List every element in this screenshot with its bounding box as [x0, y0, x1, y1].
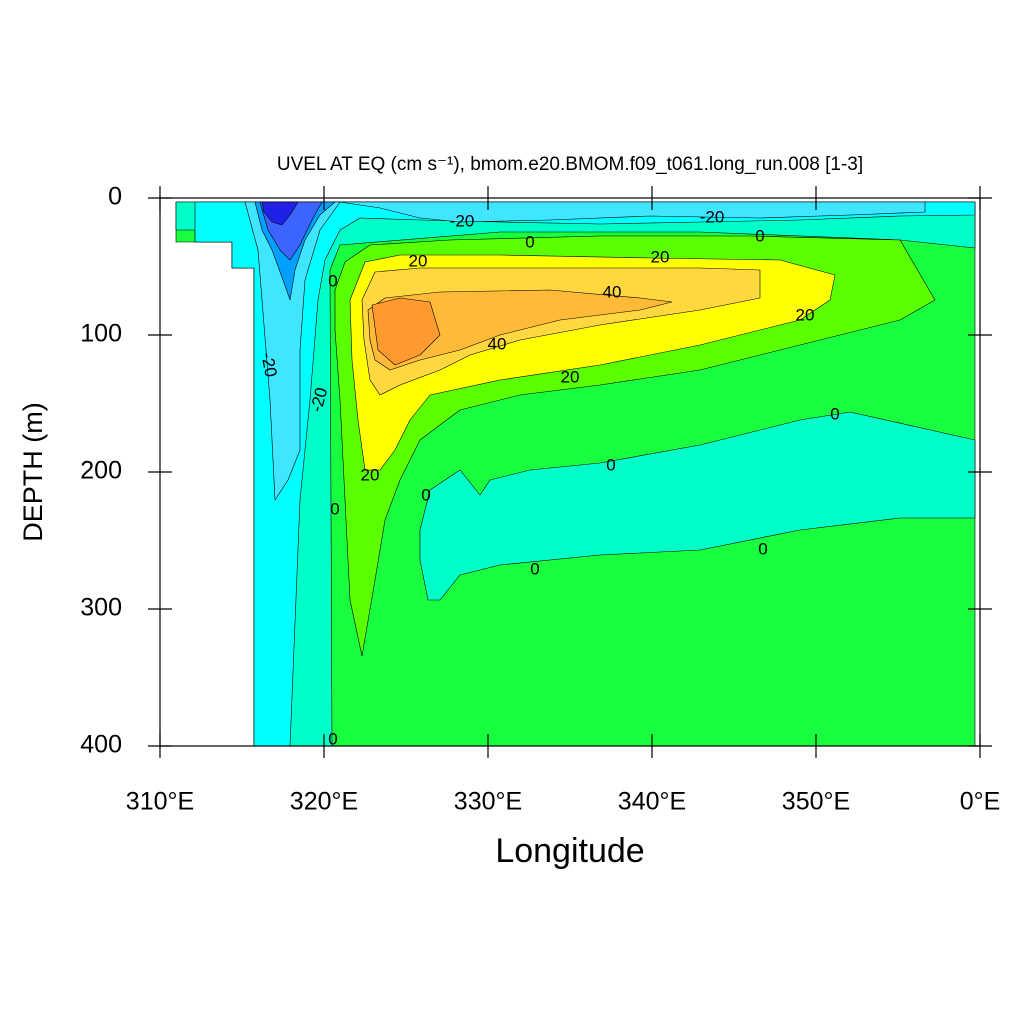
contour-label: 0 [830, 404, 839, 423]
x-tick-label: 330°E [454, 788, 522, 816]
contour-fill [175, 201, 976, 747]
x-axis-label: Longitude [495, 832, 644, 870]
contour-label: 0 [755, 226, 764, 245]
contour-label: 20 [409, 251, 428, 270]
contour-band [371, 297, 441, 366]
contour-label: 0 [606, 455, 615, 474]
y-tick-label: 400 [80, 731, 122, 759]
contour-band [244, 201, 341, 501]
x-tick-label: 350°E [782, 788, 850, 816]
contour-label: 20 [796, 305, 815, 324]
y-tick-label: 200 [80, 457, 122, 485]
contour-label: 0 [328, 729, 337, 748]
contour-label: 20 [361, 465, 380, 484]
contour-label: 0 [530, 559, 539, 578]
x-tick-label: 310°E [126, 788, 194, 816]
contour-label: -20 [450, 211, 475, 230]
contour-band [261, 201, 299, 226]
x-tick-label: 340°E [618, 788, 686, 816]
contour-label: 0 [421, 485, 430, 504]
contour-label: 0 [328, 271, 337, 290]
contour-label: 0 [525, 232, 534, 251]
contour-band [339, 201, 926, 223]
contour-label: -20 [700, 207, 725, 226]
contour-band [419, 411, 976, 601]
contour-label: 40 [603, 282, 622, 301]
y-tick-label: 300 [80, 594, 122, 622]
chart-title: UVEL AT EQ (cm s⁻¹), bmom.e20.BMOM.f09_t… [277, 154, 863, 175]
contour-label: 0 [330, 499, 339, 518]
contour-labels: -20 -20 -20 -20 0 0 0 0 0 0 0 0 0 0 20 2… [258, 207, 840, 748]
contour-label: 20 [651, 247, 670, 266]
contour-label: 0 [758, 539, 767, 558]
contour-band [367, 289, 673, 371]
x-tick-label: 320°E [290, 788, 358, 816]
contour-label: -20 [258, 351, 281, 379]
contour-label: 40 [488, 334, 507, 353]
y-tick-label: 100 [80, 320, 122, 348]
x-tick-label: 0°E [960, 788, 1001, 816]
contour-label: 20 [561, 367, 580, 386]
y-axis-label: DEPTH (m) [18, 402, 48, 541]
y-tick-label: 0 [108, 183, 122, 211]
